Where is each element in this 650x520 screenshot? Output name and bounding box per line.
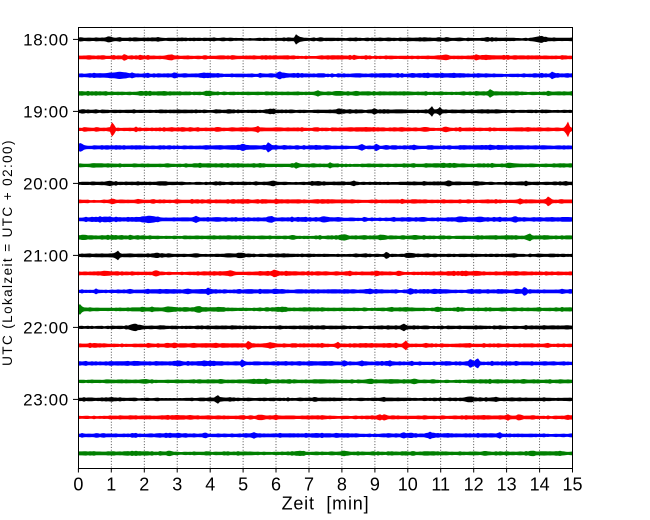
svg-text:1: 1 (106, 475, 116, 495)
svg-text:UTC (Lokalzeit = UTC + 02:00): UTC (Lokalzeit = UTC + 02:00) (0, 139, 15, 366)
svg-text:7: 7 (304, 475, 314, 495)
svg-text:10: 10 (398, 475, 418, 495)
svg-text:18:00: 18:00 (23, 31, 69, 50)
svg-text:6: 6 (271, 475, 281, 495)
svg-text:3: 3 (172, 475, 182, 495)
svg-text:15: 15 (562, 475, 582, 495)
svg-text:11: 11 (431, 475, 450, 495)
svg-text:19:00: 19:00 (23, 103, 69, 122)
svg-text:23:00: 23:00 (23, 391, 69, 410)
svg-text:21:00: 21:00 (23, 247, 69, 266)
svg-text:4: 4 (205, 475, 215, 495)
svg-text:9: 9 (370, 475, 380, 495)
svg-text:2: 2 (139, 475, 149, 495)
svg-text:20:00: 20:00 (23, 175, 69, 194)
svg-text:12: 12 (464, 475, 484, 495)
svg-text:8: 8 (337, 475, 347, 495)
svg-text:13: 13 (497, 475, 517, 495)
svg-text:14: 14 (530, 475, 550, 495)
svg-text:5: 5 (238, 475, 248, 495)
svg-text:0: 0 (73, 475, 83, 495)
svg-text:22:00: 22:00 (23, 319, 69, 338)
svg-text:Zeit [min]: Zeit [min] (282, 494, 370, 514)
